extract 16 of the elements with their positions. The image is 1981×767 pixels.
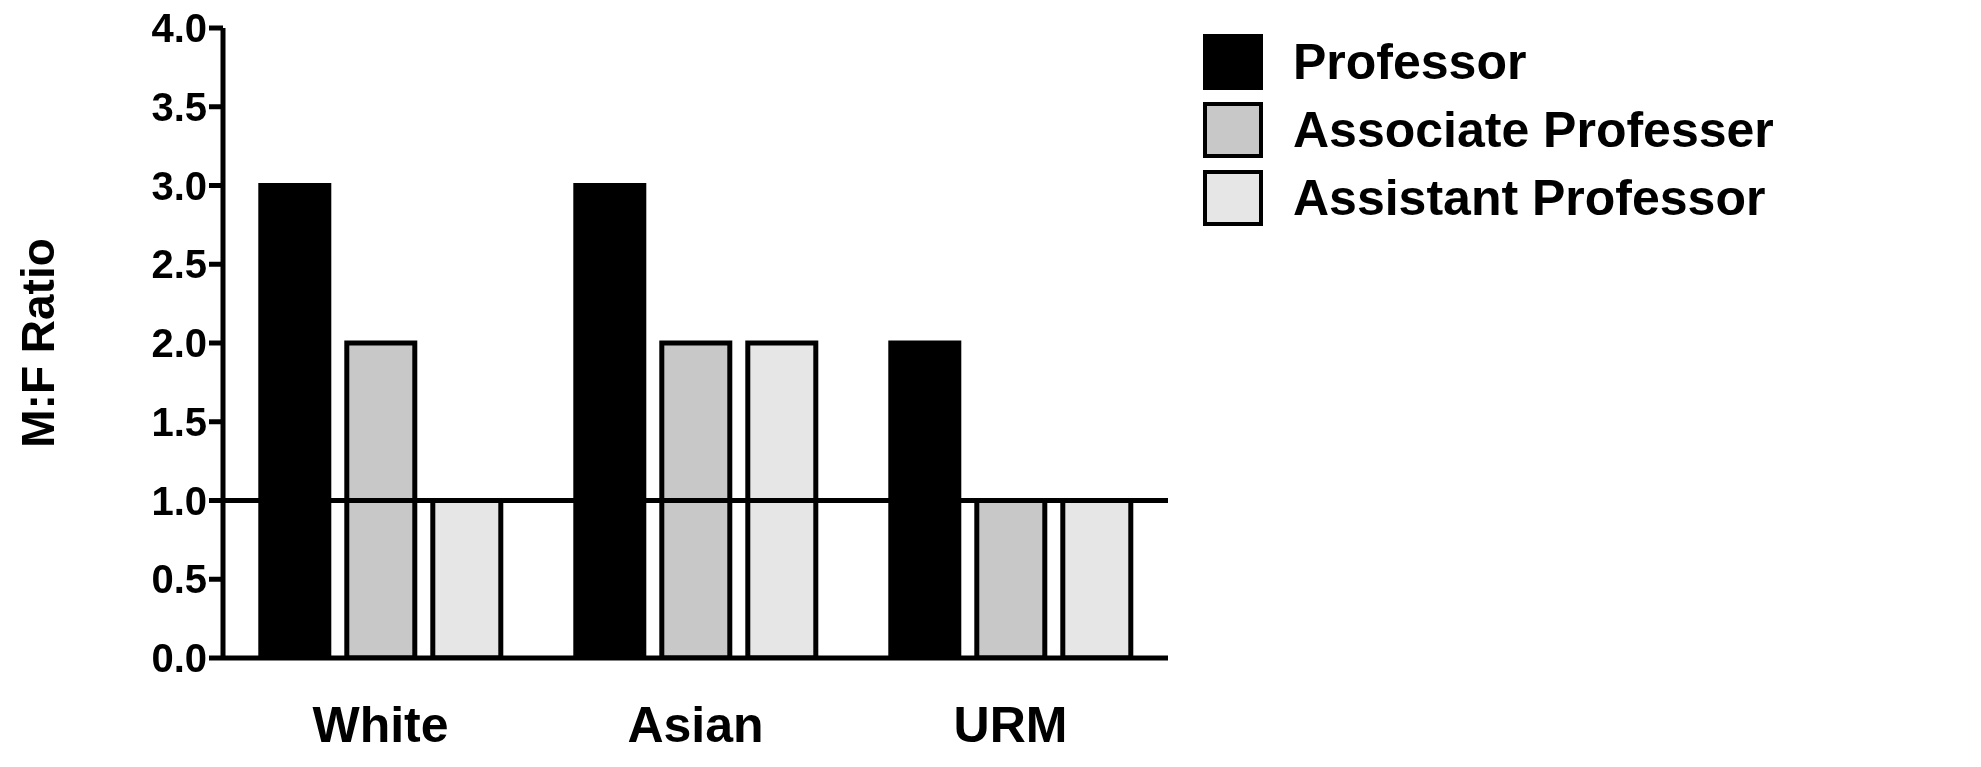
legend-label: Professor	[1293, 33, 1527, 91]
x-tick-label: White	[312, 696, 449, 753]
y-tick-label: 4.0	[151, 6, 207, 51]
y-tick-label: 1.5	[151, 399, 207, 444]
y-tick-label: 3.0	[151, 163, 207, 208]
y-tick-label: 0.5	[151, 557, 207, 602]
y-tick-label: 3.5	[151, 84, 207, 129]
legend-label: Associate Professer	[1293, 101, 1774, 159]
y-tick-label: 1.0	[151, 478, 207, 523]
y-axis-title: M:F Ratio	[12, 238, 65, 448]
x-tick-label: Asian	[627, 696, 764, 753]
y-tick-label: 2.5	[151, 242, 207, 287]
legend-label: Assistant Professor	[1293, 169, 1766, 227]
x-tick-label: URM	[953, 696, 1068, 753]
y-tick-label: 0.0	[151, 636, 207, 681]
y-tick-label: 2.0	[151, 321, 207, 366]
